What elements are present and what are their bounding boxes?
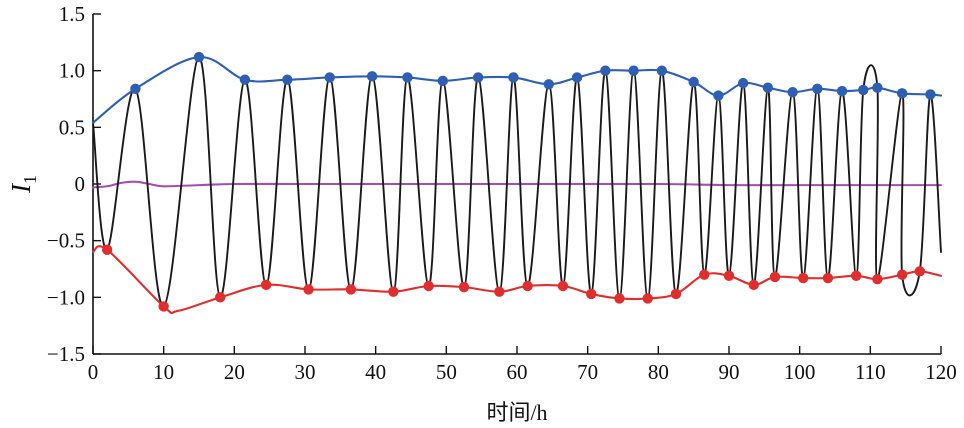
upper-envelope-point bbox=[600, 65, 611, 76]
upper-envelope-point bbox=[858, 84, 869, 96]
upper-envelope-point bbox=[543, 79, 554, 90]
upper-envelope-point bbox=[713, 90, 724, 101]
upper-envelope-point bbox=[812, 83, 823, 95]
lower-envelope-point bbox=[723, 270, 735, 281]
x-tick-label: 50 bbox=[436, 360, 457, 384]
upper-envelope-point bbox=[437, 75, 448, 87]
y-tick-label: 0.5 bbox=[59, 115, 85, 139]
lower-envelope-point bbox=[557, 280, 569, 292]
lower-envelope-point bbox=[851, 270, 862, 281]
y-axis-title: I1 bbox=[6, 175, 40, 194]
x-tick-label: 30 bbox=[295, 360, 316, 384]
upper-envelope-point bbox=[571, 72, 583, 83]
markers-group bbox=[101, 51, 936, 312]
y-axis-title-subscript: 1 bbox=[20, 175, 40, 184]
upper-envelope-point bbox=[925, 89, 936, 100]
lower-envelope-point bbox=[642, 293, 653, 304]
x-tick-label: 80 bbox=[648, 360, 669, 384]
upper-envelope-point bbox=[130, 83, 141, 95]
lower-envelope-point bbox=[522, 280, 533, 292]
upper-envelope-point bbox=[872, 82, 883, 93]
upper-envelope-point bbox=[628, 65, 639, 76]
x-axis-title: 时间/h bbox=[486, 400, 547, 425]
lower-envelope-point bbox=[748, 279, 759, 291]
upper-envelope-point bbox=[787, 87, 798, 98]
x-tick-label: 20 bbox=[224, 360, 245, 384]
y-axis-title-main: I bbox=[6, 182, 36, 194]
x-tick-label: 70 bbox=[577, 360, 598, 384]
upper-envelope-point bbox=[762, 82, 774, 93]
upper-envelope-point bbox=[366, 71, 378, 82]
lower-envelope-point bbox=[101, 244, 113, 255]
lower-envelope-point bbox=[822, 272, 834, 284]
x-tick-label: 60 bbox=[507, 360, 528, 384]
upper-envelope-point bbox=[193, 51, 205, 63]
upper-envelope-point bbox=[688, 76, 699, 88]
upper-envelope-point bbox=[472, 72, 484, 83]
lower-envelope-point bbox=[388, 286, 399, 297]
lower-envelope-point bbox=[896, 269, 908, 280]
upper-envelope-point bbox=[836, 85, 848, 97]
y-tick-label: −1.5 bbox=[47, 342, 85, 366]
x-tick-label: 120 bbox=[925, 360, 957, 384]
lower-envelope-point bbox=[769, 271, 781, 283]
x-tick-label: 90 bbox=[719, 360, 740, 384]
upper-envelope-point bbox=[737, 77, 749, 89]
x-tick-label: 110 bbox=[855, 360, 886, 384]
upper-envelope-point bbox=[282, 74, 293, 85]
x-ticks: 0 10 20 30 40 50 60 70 80 90 100 110 120 bbox=[88, 346, 957, 384]
lower-envelope-point bbox=[158, 301, 169, 312]
x-tick-label: 10 bbox=[153, 360, 174, 384]
lower-envelope-point bbox=[670, 288, 682, 300]
lower-envelope-point bbox=[303, 284, 314, 295]
y-tick-label: −0.5 bbox=[47, 229, 85, 253]
lower-envelope-point bbox=[215, 292, 226, 303]
lower-envelope-point bbox=[586, 288, 597, 300]
upper-envelope-point bbox=[896, 88, 908, 99]
upper-envelope-point bbox=[239, 74, 251, 85]
y-tick-label: −1.0 bbox=[47, 285, 85, 309]
y-tick-label: 1.5 bbox=[59, 2, 85, 26]
lower-envelope-point bbox=[345, 284, 357, 295]
upper-envelope-point bbox=[508, 72, 519, 83]
lower-envelope-point bbox=[914, 266, 925, 277]
lower-envelope-point bbox=[260, 279, 272, 291]
axes: 1.5 1.0 0.5 0 −0.5 −1.0 −1.5 0 10 20 30 40 50 60 70 80… bbox=[47, 2, 957, 384]
lower-envelope-point bbox=[458, 281, 470, 293]
y-tick-label: 0 bbox=[75, 172, 86, 196]
lower-envelope-point bbox=[494, 286, 505, 297]
series-line-lower-envelope bbox=[91, 245, 943, 315]
lower-envelope-point bbox=[614, 293, 625, 304]
upper-envelope-point bbox=[656, 65, 668, 76]
x-tick-label: 40 bbox=[365, 360, 386, 384]
series-group bbox=[91, 56, 943, 315]
x-tick-label: 0 bbox=[88, 360, 99, 384]
upper-envelope-point bbox=[324, 72, 335, 83]
upper-envelope-point bbox=[402, 72, 413, 83]
lower-envelope-point bbox=[798, 272, 809, 284]
series-line-mean bbox=[91, 180, 943, 189]
series-line-upper-envelope bbox=[91, 56, 943, 124]
lower-envelope-point bbox=[699, 269, 710, 280]
x-tick-label: 100 bbox=[784, 360, 816, 384]
series-line-signal bbox=[92, 56, 942, 308]
lower-envelope-point bbox=[423, 280, 434, 292]
y-tick-label: 1.0 bbox=[59, 59, 85, 83]
y-ticks: 1.5 1.0 0.5 0 −0.5 −1.0 −1.5 bbox=[47, 2, 101, 366]
lower-envelope-point bbox=[872, 274, 883, 285]
